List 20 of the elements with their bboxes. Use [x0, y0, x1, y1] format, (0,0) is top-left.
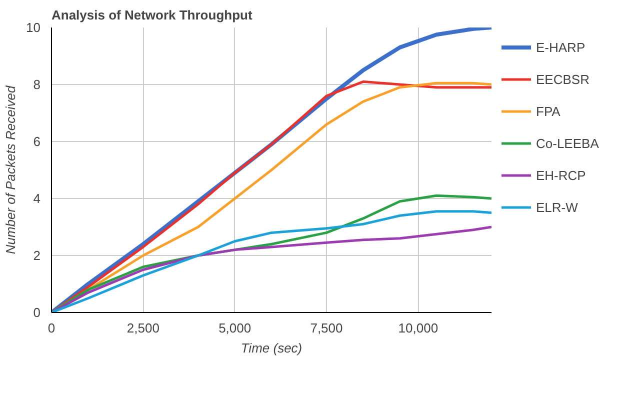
x-axis-title: Time (sec) — [240, 340, 302, 356]
y-axis-title: Number of Packets Received — [3, 85, 18, 254]
legend-label: EH-RCP — [536, 168, 586, 182]
legend-label: E-HARP — [536, 40, 586, 54]
legend-label: EECBSR — [536, 72, 590, 86]
legend-label: FPA — [536, 104, 560, 118]
y-tick-label: 10 — [26, 20, 41, 35]
x-tick-label: 7,500 — [310, 320, 343, 336]
x-tick-label: 10,000 — [398, 320, 438, 336]
y-tick-label: 8 — [33, 77, 41, 92]
y-tick-label: 4 — [33, 191, 41, 206]
x-tick-label: 2,500 — [126, 320, 160, 336]
legend-label: ELR-W — [536, 200, 578, 214]
y-tick-label: 2 — [33, 248, 41, 263]
chart-title: Analysis of Network Throughput — [52, 8, 253, 22]
legend-label: Co-LEEBA — [536, 136, 599, 150]
y-tick-label: 0 — [33, 305, 41, 320]
y-tick-label: 6 — [33, 134, 41, 149]
x-tick-label: 5,000 — [218, 320, 252, 336]
x-tick-label: 0 — [48, 320, 56, 336]
